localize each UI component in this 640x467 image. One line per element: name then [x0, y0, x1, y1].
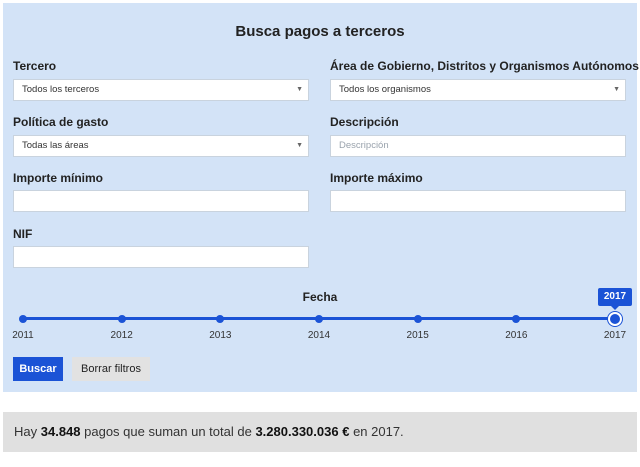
tercero-select[interactable]: Todos los terceros ▼: [13, 79, 309, 101]
descripcion-label: Descripción: [330, 115, 399, 129]
summary-suffix: en 2017.: [353, 424, 404, 439]
politica-select[interactable]: Todas las áreas ▼: [13, 135, 309, 157]
nif-input[interactable]: [13, 246, 309, 268]
summary-middle: pagos que suman un total de: [84, 424, 252, 439]
date-slider-point[interactable]: [117, 315, 126, 323]
search-button[interactable]: Buscar: [13, 357, 63, 381]
importe-maximo-label: Importe máximo: [330, 171, 423, 185]
clear-filters-button[interactable]: Borrar filtros: [72, 357, 150, 381]
year-tick-label: 2017: [603, 330, 627, 341]
descripcion-input[interactable]: Descripción: [330, 135, 626, 157]
politica-select-value: Todas las áreas: [22, 140, 89, 151]
chevron-down-icon: ▼: [296, 86, 303, 93]
date-slider-point[interactable]: [512, 315, 521, 323]
date-slider-handle[interactable]: [608, 312, 622, 326]
area-label: Área de Gobierno, Distritos y Organismos…: [330, 59, 639, 73]
summary-count: 34.848: [40, 424, 81, 439]
tercero-select-value: Todos los terceros: [22, 84, 100, 95]
tercero-label: Tercero: [13, 59, 57, 73]
importe-minimo-input[interactable]: [13, 190, 309, 212]
politica-label: Política de gasto: [13, 115, 109, 129]
chevron-down-icon: ▼: [296, 142, 303, 149]
year-tick-label: 2012: [110, 330, 133, 341]
date-slider-point[interactable]: [19, 315, 27, 323]
summary-total: 3.280.330.036 €: [255, 424, 350, 439]
year-tick-label: 2015: [406, 330, 429, 341]
importe-minimo-label: Importe mínimo: [13, 171, 104, 185]
importe-maximo-input[interactable]: [330, 190, 626, 212]
chevron-down-icon: ▼: [613, 86, 620, 93]
summary-prefix: Hay: [14, 424, 38, 439]
year-tick-label: 2016: [505, 330, 528, 341]
date-slider-point[interactable]: [413, 315, 422, 323]
results-summary: Hay 34.848 pagos que suman un total de 3…: [3, 412, 637, 452]
selected-year-tooltip: 2017: [598, 288, 632, 310]
area-select-value: Todos los organismos: [339, 84, 431, 95]
page-title: Busca pagos a terceros: [235, 23, 405, 40]
area-select[interactable]: Todos los organismos ▼: [330, 79, 626, 101]
nif-label: NIF: [13, 227, 33, 241]
year-tick-label: 2013: [209, 330, 232, 341]
year-tick-label: 2011: [12, 330, 34, 341]
descripcion-placeholder: Descripción: [339, 140, 389, 151]
date-slider-point[interactable]: [315, 315, 323, 323]
fecha-label: Fecha: [302, 290, 338, 304]
year-tick-label: 2014: [307, 330, 331, 341]
date-slider-point[interactable]: [216, 315, 225, 323]
